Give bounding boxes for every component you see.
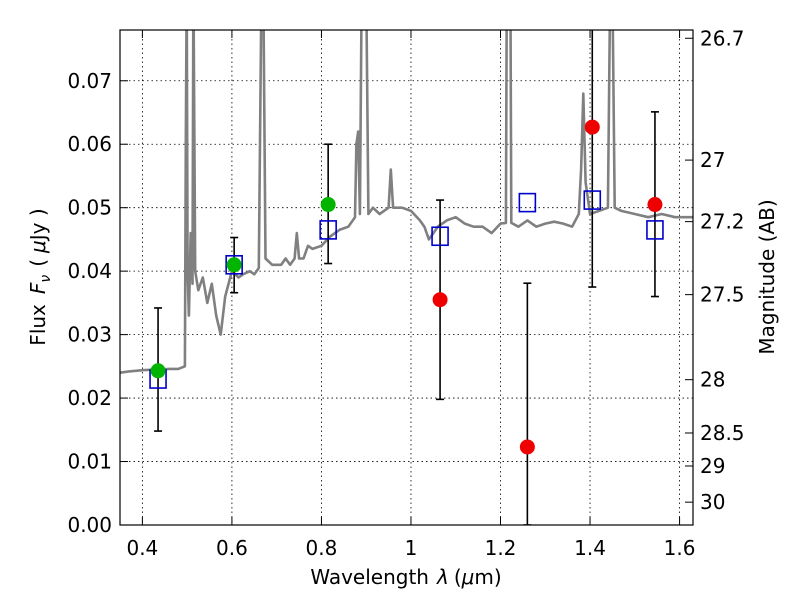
right-tick-label: 30 <box>700 490 725 514</box>
y-axis-title-symbol: F <box>26 282 50 294</box>
y-axis-title-open: ( <box>26 259 50 267</box>
model-point <box>431 226 449 247</box>
right-axis-ticks: 26.7 27 27.2 27.5 28 28.5 29 30 <box>685 26 745 514</box>
grid <box>120 30 693 525</box>
y-tick-label: 0.04 <box>67 259 112 283</box>
x-axis-title-symbol: λ <box>436 565 449 589</box>
spectrum-layer <box>120 30 693 374</box>
y-tick-label: 0.05 <box>67 196 112 220</box>
x-tick-label: 1.4 <box>574 536 606 560</box>
model-point <box>646 220 664 240</box>
right-tick-label: 26.7 <box>700 26 745 50</box>
x-tick-label: 1.6 <box>664 536 696 560</box>
y-tick-label: 0.00 <box>67 513 112 537</box>
y-axis-title-left: Flux Fν ( μJy ) <box>26 208 54 345</box>
x-axis-title: Wavelength λ (μm) <box>310 565 501 589</box>
right-tick-label: 27 <box>700 148 725 172</box>
detection-point <box>150 363 166 379</box>
y-axis-title-mu: μ <box>26 240 50 254</box>
model-points-layer <box>149 190 664 389</box>
right-tick-label: 27.5 <box>700 283 745 307</box>
y-axis-title-subscript: ν <box>38 275 54 283</box>
x-axis-ticks: 0.4 0.6 0.8 1 1.2 1.4 1.6 <box>126 30 695 560</box>
y-tick-label: 0.01 <box>67 450 112 474</box>
x-axis-title-text: Wavelength <box>310 565 429 589</box>
x-axis-title-open: ( <box>454 565 462 589</box>
y-tick-label: 0.02 <box>67 386 112 410</box>
y-axis-ticks: 0.00 0.01 0.02 0.03 0.04 0.05 0.06 0.07 <box>67 69 128 537</box>
right-tick-label: 28.5 <box>700 421 745 445</box>
measurement-point <box>519 439 535 455</box>
detection-point <box>226 257 242 273</box>
detection-point <box>320 197 336 213</box>
spectrum-line <box>120 30 693 374</box>
y-tick-label: 0.07 <box>67 69 112 93</box>
right-tick-label: 29 <box>700 454 725 478</box>
x-axis-title-mu: μ <box>461 565 475 589</box>
x-tick-label: 0.4 <box>126 536 158 560</box>
y-axis-title-text: Flux <box>26 304 50 346</box>
x-tick-label: 0.8 <box>306 536 338 560</box>
flux-points-layer <box>150 119 663 455</box>
y-axis-title-unit: Jy ) <box>26 208 50 242</box>
model-point <box>583 190 602 210</box>
measurement-point <box>432 292 448 308</box>
y-axis-title-right: Magnitude (AB) <box>755 199 779 354</box>
x-tick-label: 1 <box>405 536 418 560</box>
y-tick-label: 0.06 <box>67 132 112 156</box>
model-point <box>225 255 243 275</box>
measurement-point <box>647 197 663 213</box>
x-tick-label: 0.6 <box>216 536 248 560</box>
plot-frame <box>119 29 694 526</box>
right-tick-label: 28 <box>700 368 725 392</box>
x-axis-title-unit: m) <box>474 565 501 589</box>
model-point <box>518 192 537 213</box>
model-point <box>319 220 337 240</box>
y-tick-label: 0.03 <box>67 323 112 347</box>
right-tick-label: 27.2 <box>700 210 745 234</box>
measurement-point <box>584 119 600 135</box>
x-tick-label: 1.2 <box>485 536 517 560</box>
